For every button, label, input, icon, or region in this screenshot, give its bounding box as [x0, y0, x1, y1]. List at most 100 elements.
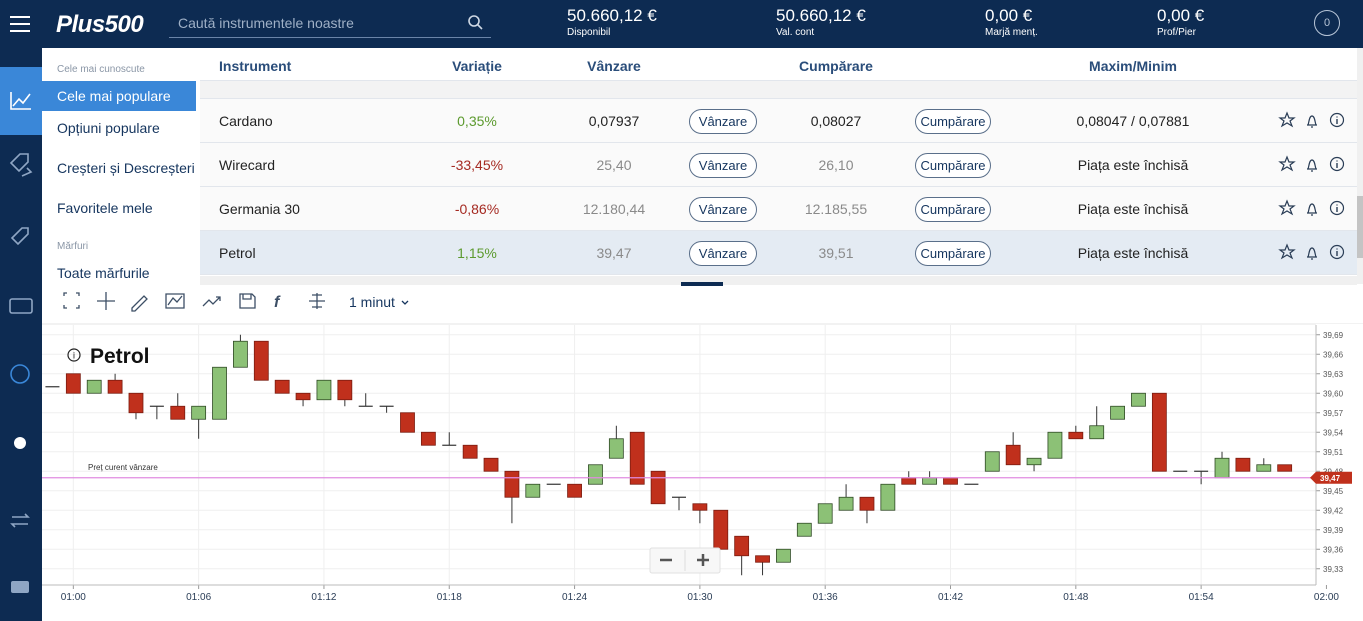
tool-trend[interactable]: [202, 296, 221, 307]
candle-body: [817, 503, 833, 524]
cell-instrument: Cardano: [219, 113, 273, 129]
icon-theme[interactable]: [14, 437, 26, 449]
bell-icon[interactable]: [1307, 115, 1317, 128]
cell-change: -0,86%: [454, 201, 500, 217]
candle-body: [796, 522, 812, 537]
x-tick-label: 01:48: [1063, 592, 1088, 603]
tool-indicator[interactable]: [165, 293, 185, 309]
bell-icon[interactable]: [1307, 159, 1317, 172]
timeframe-caret[interactable]: [401, 300, 409, 305]
y-tick-label: 39,60: [1323, 389, 1344, 398]
star-icon[interactable]: [1278, 243, 1296, 260]
price-tag: [1310, 471, 1352, 484]
table-header: Instrument Variație Vânzare Cumpărare Maxim/…: [200, 48, 1357, 81]
cell-sell: 12.180,44: [582, 201, 646, 217]
star-icon[interactable]: [1278, 111, 1296, 128]
account-stat: 50.660,12 € Val. cont: [776, 6, 866, 38]
sell-button[interactable]: Vânzare: [689, 197, 757, 222]
scrollbar[interactable]: [1357, 48, 1363, 284]
tool-chart-type[interactable]: [309, 293, 325, 309]
tool-fullscreen[interactable]: [63, 292, 80, 309]
top-bar: Plus500 Caută instrumentele noastre 50.6…: [0, 0, 1363, 48]
info-icon[interactable]: [1329, 200, 1345, 216]
cell-change: -33,45%: [450, 157, 504, 173]
sell-button[interactable]: Vânzare: [689, 153, 757, 178]
menu-icon[interactable]: [9, 14, 31, 34]
candle-body: [943, 477, 958, 485]
menu-item[interactable]: Creșteri și Descreșteri: [57, 160, 195, 176]
candle-body: [776, 548, 791, 563]
tool-save[interactable]: [239, 293, 256, 309]
resize-handle[interactable]: [681, 282, 723, 286]
sell-button[interactable]: Vânzare: [689, 109, 757, 134]
nav-icons: [9, 92, 33, 593]
candle-body: [650, 470, 666, 505]
candle-body: [233, 340, 248, 368]
candle-body: [316, 379, 332, 401]
menu-item[interactable]: Toate mărfurile: [57, 265, 150, 281]
menu-item[interactable]: Cele mai populare: [42, 81, 196, 111]
search-icon[interactable]: [467, 14, 483, 30]
y-tick-label: 39,51: [1323, 448, 1344, 457]
icon-tag[interactable]: [10, 227, 29, 246]
stat-label: Marjă menț.: [985, 27, 1038, 38]
menu-item[interactable]: Favoritele mele: [57, 200, 153, 216]
logo[interactable]: Plus500: [56, 11, 144, 38]
price-tag-label: 39,47: [1320, 474, 1341, 483]
notifications[interactable]: 0: [1314, 10, 1340, 36]
tool-draw[interactable]: [131, 295, 148, 312]
icon-switch[interactable]: [10, 513, 30, 528]
price-axis-bg: [1316, 324, 1363, 585]
account-stat: 0,00 € Prof/Pier: [1157, 6, 1204, 38]
chart: f 1 minut 01:00 01:06 01:12 01:18 01:24 01:30…: [42, 292, 1363, 603]
candle-body: [838, 496, 854, 511]
info-icon[interactable]: [1329, 112, 1345, 128]
divider: [200, 276, 1357, 285]
row-actions: [1278, 243, 1348, 263]
cell-buy: 0,08027: [810, 113, 862, 129]
current-price-label: Preț curent vânzare: [88, 463, 158, 472]
stat-label: Disponibil: [567, 27, 611, 38]
candle-body: [734, 535, 750, 557]
instrument-row[interactable]: Wirecard -33,45% 25,40 Vânzare 26,10 Cumpărar…: [200, 143, 1357, 187]
tool-crosshair[interactable]: [97, 292, 115, 310]
icon-funds[interactable]: [10, 364, 30, 384]
timeframe[interactable]: 1 minut: [349, 294, 395, 310]
cell-buy: 39,51: [818, 245, 854, 261]
menu-item[interactable]: Opțiuni populare: [57, 120, 160, 136]
bell-icon[interactable]: [1307, 247, 1317, 260]
y-tick-label: 39,69: [1323, 331, 1344, 340]
zoom-in[interactable]: [697, 554, 709, 566]
instrument-row[interactable]: Petrol 1,15% 39,47 Vânzare 39,51 Cumpărare Pia…: [200, 231, 1357, 275]
buy-button[interactable]: Cumpărare: [915, 197, 991, 222]
candle-body: [295, 392, 311, 401]
candle-body: [65, 373, 81, 394]
search-box[interactable]: Caută instrumentele noastre: [169, 8, 491, 38]
icon-portfolio[interactable]: [9, 298, 33, 314]
column-header: Vânzare: [587, 58, 641, 74]
info-icon[interactable]: [67, 348, 81, 362]
x-tick-label: 01:30: [687, 592, 712, 603]
sell-button[interactable]: Vânzare: [689, 241, 757, 266]
candle-body: [1151, 392, 1167, 472]
info-icon[interactable]: [1329, 156, 1345, 172]
buy-button[interactable]: Cumpărare: [915, 241, 991, 266]
info-icon[interactable]: [1329, 244, 1345, 260]
buy-button[interactable]: Cumpărare: [915, 153, 991, 178]
star-icon[interactable]: [1278, 199, 1296, 216]
bell-icon[interactable]: [1307, 203, 1317, 216]
buy-button[interactable]: Cumpărare: [915, 109, 991, 134]
icon-trade[interactable]: [9, 153, 33, 177]
icon-chart[interactable]: [10, 92, 31, 110]
star-icon[interactable]: [1278, 155, 1296, 172]
instrument-row[interactable]: Germania 30 -0,86% 12.180,44 Vânzare 12.185,…: [200, 187, 1357, 231]
candle-body: [984, 451, 1000, 472]
tool-function[interactable]: f: [274, 294, 281, 311]
candle-body: [629, 431, 645, 485]
candle-body: [859, 496, 875, 511]
icon-chat[interactable]: [11, 581, 29, 593]
candle-body: [170, 405, 186, 420]
instrument-row[interactable]: Cardano 0,35% 0,07937 Vânzare 0,08027 Cumpăra…: [200, 99, 1357, 143]
cell-instrument: Germania 30: [219, 201, 300, 217]
